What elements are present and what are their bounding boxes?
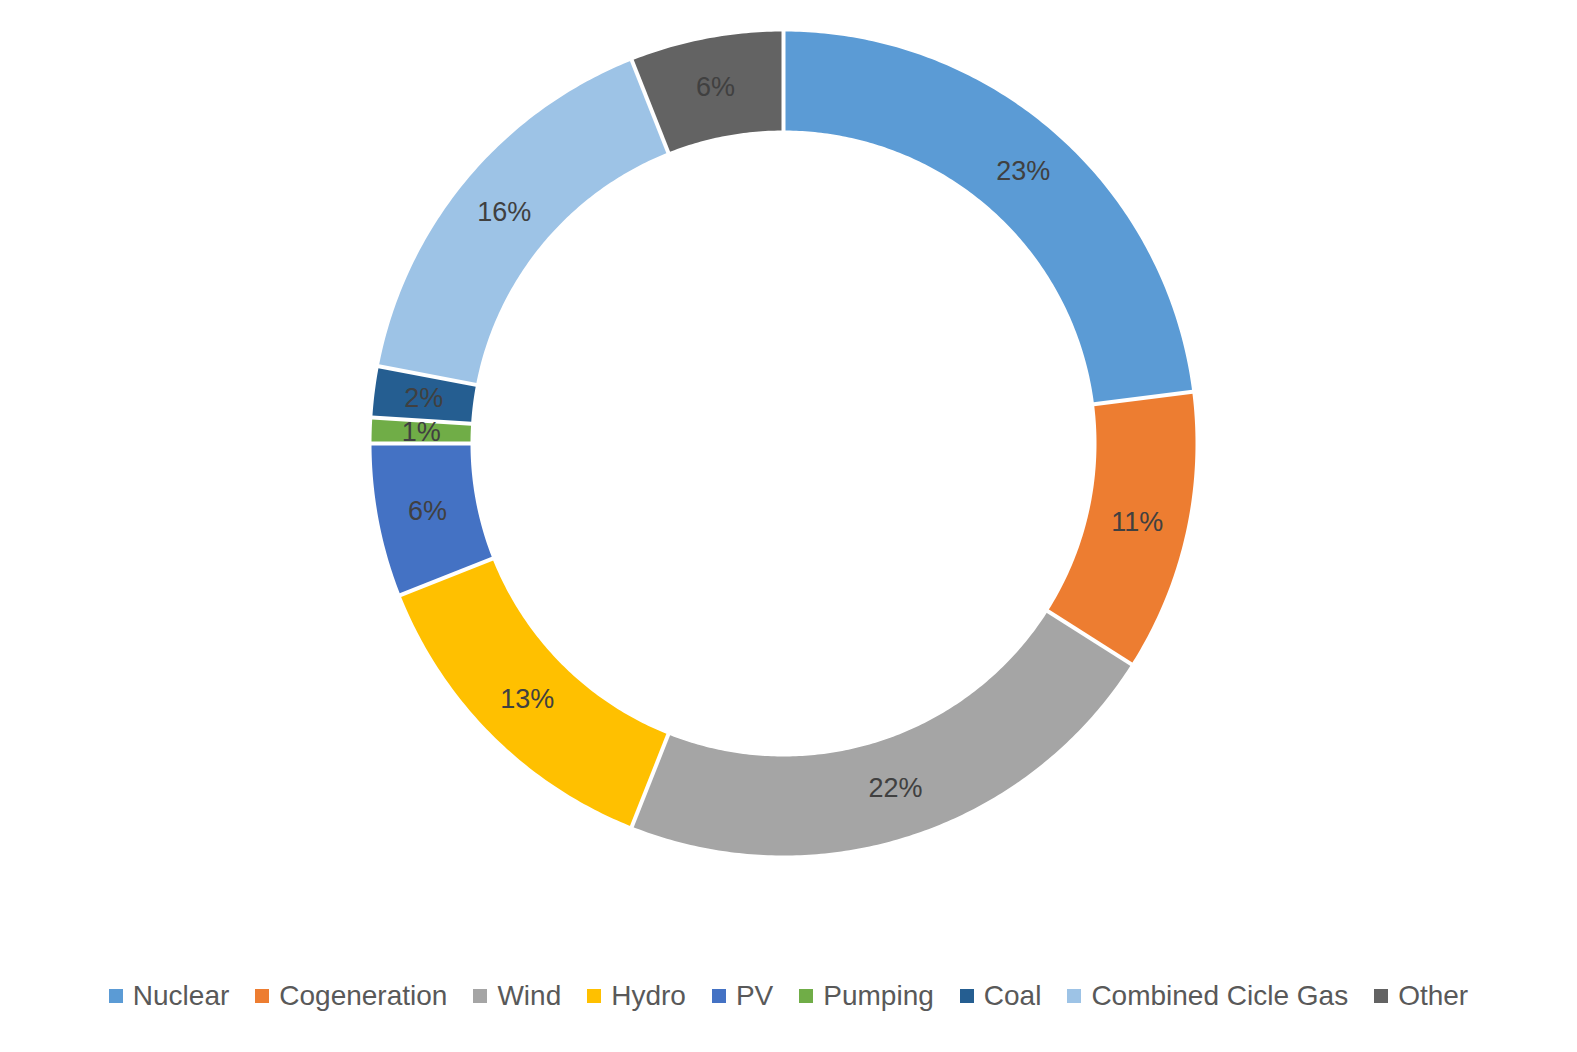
html-text:PV: PV [735,980,774,1011]
svg-text:13%: 13% [500,684,554,714]
html-text:Hydro: Hydro [611,980,686,1011]
svg-text:16%: 16% [477,197,531,227]
svg-text:11%: 11% [1111,507,1163,537]
html-text:Wind: Wind [497,980,562,1011]
svg-text:6%: 6% [696,72,735,102]
svg-text:1%: 1% [402,417,441,447]
html-text:Combined Cicle Gas: Combined Cicle Gas [1091,980,1349,1011]
svg-text:6%: 6% [408,496,447,526]
svg-text:22%: 22% [868,773,922,803]
html-text:Cogeneration: Cogeneration [279,980,448,1011]
html-text:Other: Other [1398,980,1469,1011]
html-text:Coal: Coal [983,980,1042,1011]
svg-text:2%: 2% [404,383,443,413]
html-text:Pumping: Pumping [823,980,934,1011]
svg-text:23%: 23% [996,156,1050,186]
html-text:Nuclear: Nuclear [132,980,230,1011]
